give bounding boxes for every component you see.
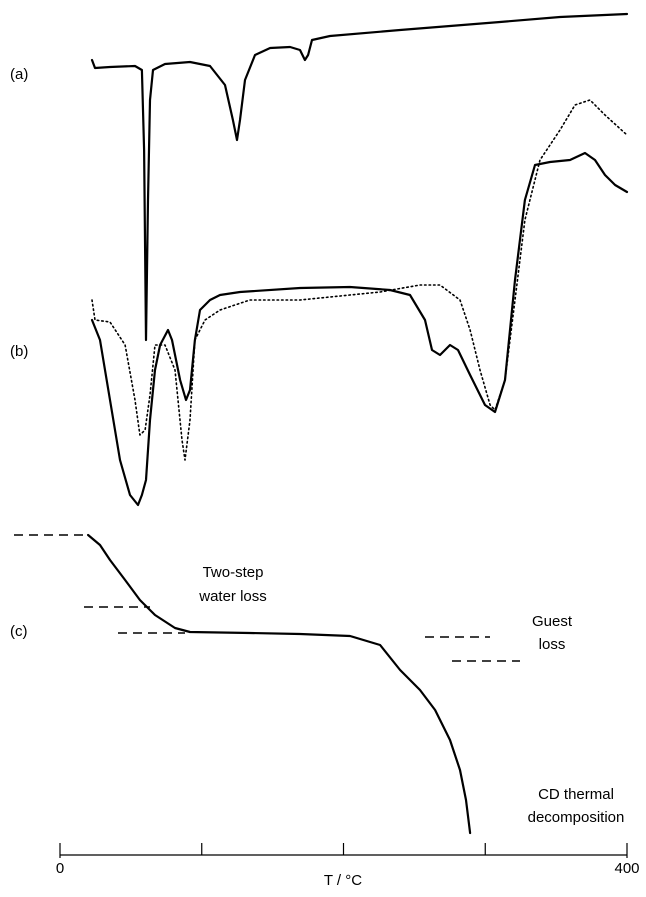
x-tick-label: 0 — [56, 860, 64, 877]
annotation: CD thermal — [538, 786, 614, 803]
curve — [90, 151, 629, 507]
panel-label: (b) — [10, 343, 28, 360]
x-axis-label: T / °C — [324, 872, 362, 889]
panel-label: (c) — [10, 623, 28, 640]
annotation: decomposition — [528, 809, 625, 826]
guide-dashes — [14, 534, 520, 662]
annotation: Two-step — [203, 564, 264, 581]
curve — [91, 99, 628, 461]
panel-label: (a) — [10, 66, 28, 83]
x-tick-label: 400 — [614, 860, 639, 877]
curve — [90, 12, 629, 342]
annotation: water loss — [198, 588, 267, 605]
curve — [87, 533, 472, 835]
annotation: Guest — [532, 613, 573, 630]
annotation: loss — [539, 636, 566, 653]
